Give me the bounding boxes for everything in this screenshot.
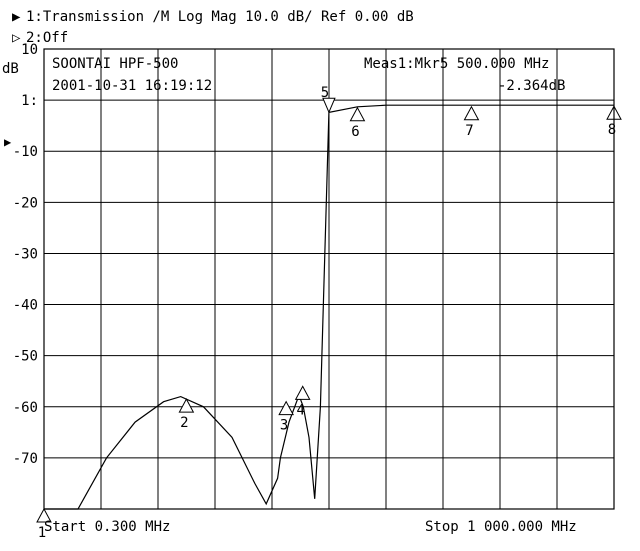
marker-2: 2 (178, 398, 195, 431)
marker-label: 7 (465, 123, 473, 139)
marker-icon (294, 385, 311, 400)
marker-6: 6 (349, 106, 366, 140)
marker-icon (278, 400, 294, 416)
marker-readout-label: Meas1:Mkr5 500.000 MHz (364, 56, 549, 72)
y-tick-label: -20 (13, 195, 38, 211)
y-tick-label: 1: (21, 93, 38, 109)
y-tick-label: -50 (13, 349, 38, 365)
channel1-label: 1:Transmission /M Log Mag 10.0 dB/ Ref 0… (26, 9, 414, 25)
marker-label: 1 (38, 525, 46, 541)
start-frequency: Start 0.300 MHz (44, 519, 170, 535)
marker-label: 5 (321, 85, 329, 101)
markers: 1 2 34 5 6 7 8 (36, 85, 622, 541)
marker-icon (178, 398, 195, 413)
channel2-label: 2:Off (26, 30, 68, 46)
marker-1: 1 (36, 507, 52, 541)
marker-7: 7 (463, 105, 480, 139)
marker-label: 2 (180, 415, 188, 431)
y-tick-label: -10 (13, 144, 38, 160)
marker-label: 4 (296, 402, 304, 418)
y-unit-label: dB (2, 61, 19, 77)
marker-label: 6 (351, 124, 359, 140)
y-tick-label: -70 (13, 451, 38, 467)
marker-label: 3 (280, 418, 288, 434)
active-marker-icon (322, 97, 336, 114)
y-tick-label: -40 (13, 298, 38, 314)
y-tick-labels: 10 1: -10 -20 -30 -40 -50 -60 -70 (13, 42, 38, 467)
marker-4: 4 (294, 385, 311, 418)
marker-label: 8 (608, 122, 616, 138)
channel2-inactive-icon: ▷ (12, 30, 21, 46)
plot-frame (43, 48, 615, 510)
y-tick-label: -30 (13, 246, 38, 262)
marker-readout-value: -2.364dB (498, 78, 565, 94)
datetime-stamp: 2001-10-31 16:19:12 (52, 78, 212, 94)
y-tick-label: -60 (13, 400, 38, 416)
device-name: SOONTAI HPF-500 (52, 56, 178, 72)
marker-icon (463, 105, 480, 121)
stop-frequency: Stop 1 000.000 MHz (425, 519, 577, 535)
reference-pointer-icon: ▶ (4, 135, 12, 149)
marker-3: 3 (278, 400, 294, 434)
marker-icon (36, 507, 52, 523)
marker-icon (349, 106, 366, 122)
channel1-active-icon: ▶ (12, 9, 21, 25)
y-tick-label: 10 (21, 42, 38, 58)
marker-5: 5 (321, 85, 336, 114)
